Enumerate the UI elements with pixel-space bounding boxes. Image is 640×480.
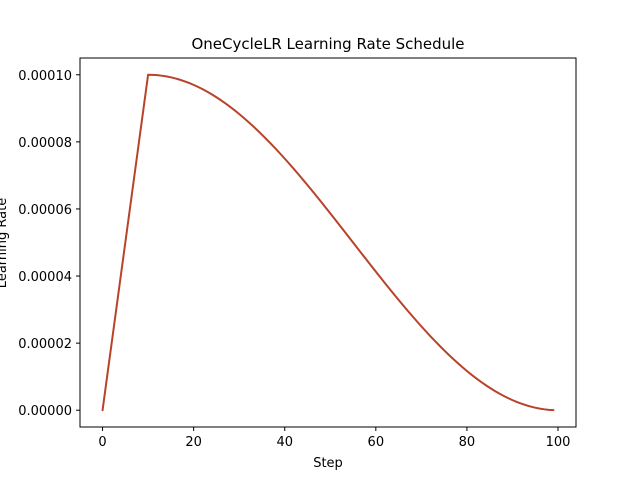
chart-title: OneCycleLR Learning Rate Schedule — [191, 35, 464, 53]
x-tick-label: 80 — [459, 435, 476, 450]
y-tick-label: 0.00000 — [18, 404, 72, 419]
y-tick-label: 0.00010 — [18, 69, 72, 84]
series-line — [101, 73, 555, 412]
series-layer — [101, 73, 555, 412]
x-tick-label: 0 — [98, 435, 106, 450]
y-axis-ticks: 0.00000 0.00002 0.00004 0.00006 0.00008 0.000… — [18, 69, 80, 419]
x-tick-label: 60 — [368, 435, 385, 450]
y-tick-label: 0.00002 — [18, 337, 72, 352]
x-axis-ticks: 0 20 40 60 80 100 — [98, 427, 570, 450]
x-tick-label: 20 — [185, 435, 202, 450]
x-axis-label: Step — [313, 456, 343, 471]
y-tick-label: 0.00004 — [18, 270, 72, 285]
y-tick-label: 0.00008 — [18, 136, 72, 151]
x-tick-label: 40 — [276, 435, 293, 450]
y-tick-label: 0.00006 — [18, 203, 72, 218]
plot-frame — [79, 57, 577, 428]
y-axis-label: Learning Rate — [0, 198, 10, 288]
x-tick-label: 100 — [546, 435, 571, 450]
